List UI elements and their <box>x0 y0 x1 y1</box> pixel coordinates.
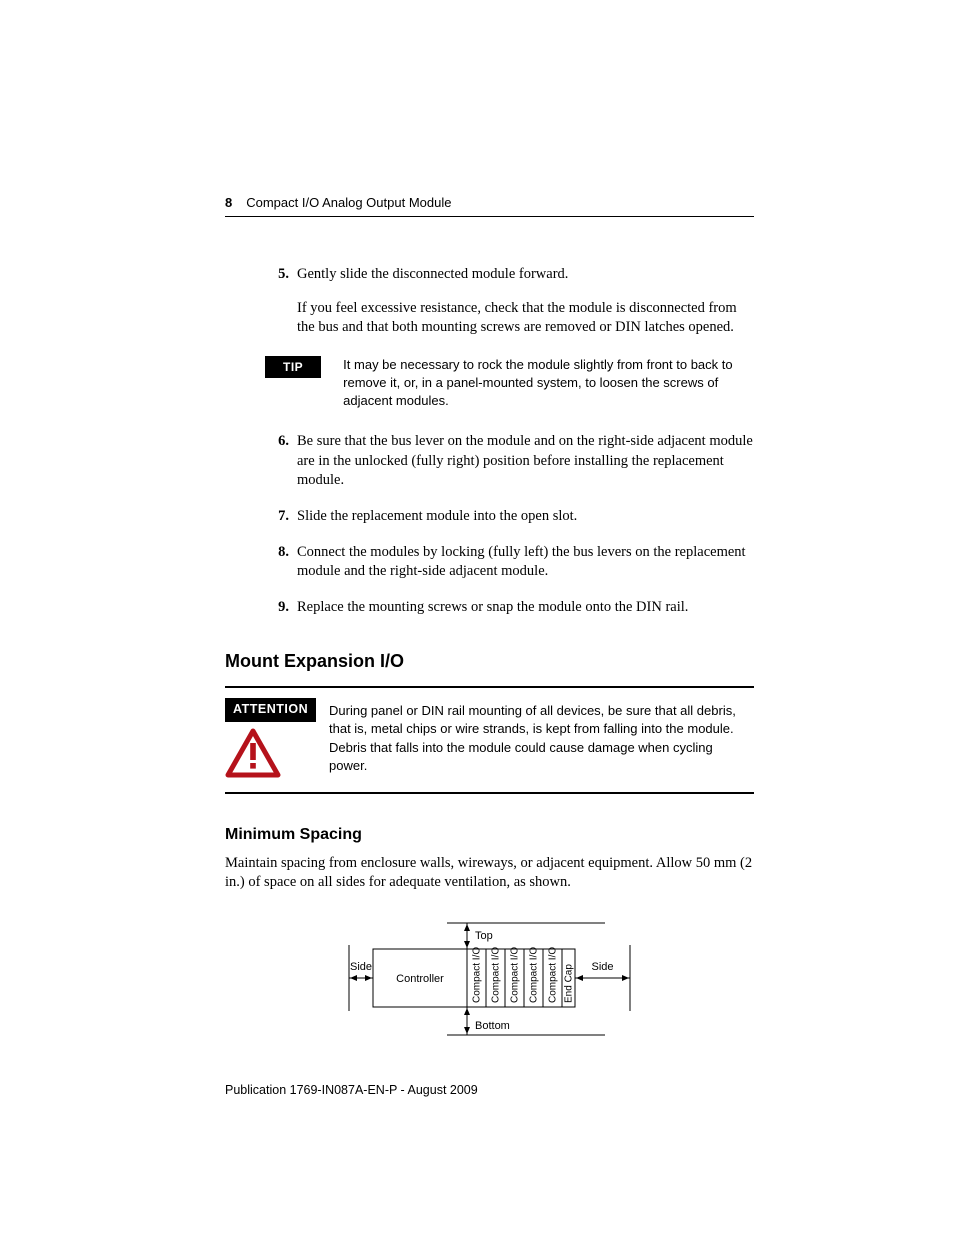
svg-text:Top: Top <box>475 930 493 942</box>
step-text: Connect the modules by locking (fully le… <box>297 543 754 582</box>
step-number: 5. <box>265 265 289 338</box>
heading-mount-expansion: Mount Expansion I/O <box>225 651 754 672</box>
step-number: 6. <box>265 432 289 491</box>
svg-text:Compact I/O: Compact I/O <box>509 946 520 1002</box>
heading-minimum-spacing: Minimum Spacing <box>225 826 754 844</box>
step-number: 7. <box>265 507 289 527</box>
svg-text:Compact I/O: Compact I/O <box>547 946 558 1002</box>
step-text: Slide the replacement module into the op… <box>297 507 754 527</box>
page-number: 8 <box>225 195 232 210</box>
step-subtext: If you feel excessive resistance, check … <box>297 299 754 338</box>
procedure-list: 5. Gently slide the disconnected module … <box>265 265 754 338</box>
warning-triangle-icon <box>225 728 281 778</box>
header-title: Compact I/O Analog Output Module <box>246 195 451 210</box>
page: 8 Compact I/O Analog Output Module 5. Ge… <box>0 0 954 1235</box>
list-item: 5. Gently slide the disconnected module … <box>265 265 754 338</box>
step-text: Replace the mounting screws or snap the … <box>297 598 754 618</box>
step-number: 8. <box>265 543 289 582</box>
svg-text:Compact I/O: Compact I/O <box>528 946 539 1002</box>
svg-text:Side: Side <box>349 961 371 973</box>
list-item: 6. Be sure that the bus lever on the mod… <box>265 432 754 491</box>
procedure-list-cont: 6. Be sure that the bus lever on the mod… <box>265 432 754 617</box>
step-text: Gently slide the disconnected module for… <box>297 265 754 285</box>
page-header: 8 Compact I/O Analog Output Module <box>225 195 754 217</box>
spacing-diagram: Controller Compact I/O Compact I/O Compact … <box>225 907 754 1057</box>
attention-text: During panel or DIN rail mounting of all… <box>329 698 754 778</box>
step-text: Be sure that the bus lever on the module… <box>297 432 754 491</box>
minimum-spacing-paragraph: Maintain spacing from enclosure walls, w… <box>225 854 754 893</box>
svg-text:Controller: Controller <box>396 973 444 985</box>
step-number: 9. <box>265 598 289 618</box>
tip-text: It may be necessary to rock the module s… <box>343 356 754 411</box>
svg-text:Compact I/O: Compact I/O <box>471 946 482 1002</box>
attention-badge: ATTENTION <box>225 698 316 722</box>
svg-text:Bottom: Bottom <box>475 1020 510 1032</box>
svg-text:Compact I/O: Compact I/O <box>490 946 501 1002</box>
svg-text:Side: Side <box>591 961 613 973</box>
svg-text:End Cap: End Cap <box>563 963 574 1002</box>
list-item: 9. Replace the mounting screws or snap t… <box>265 598 754 618</box>
tip-callout: TIP It may be necessary to rock the modu… <box>265 356 754 411</box>
list-item: 7. Slide the replacement module into the… <box>265 507 754 527</box>
attention-callout: ATTENTION During panel or DIN rail mount… <box>225 686 754 794</box>
tip-badge: TIP <box>265 356 321 378</box>
list-item: 8. Connect the modules by locking (fully… <box>265 543 754 582</box>
publication-footer: Publication 1769-IN087A-EN-P - August 20… <box>225 1083 478 1097</box>
